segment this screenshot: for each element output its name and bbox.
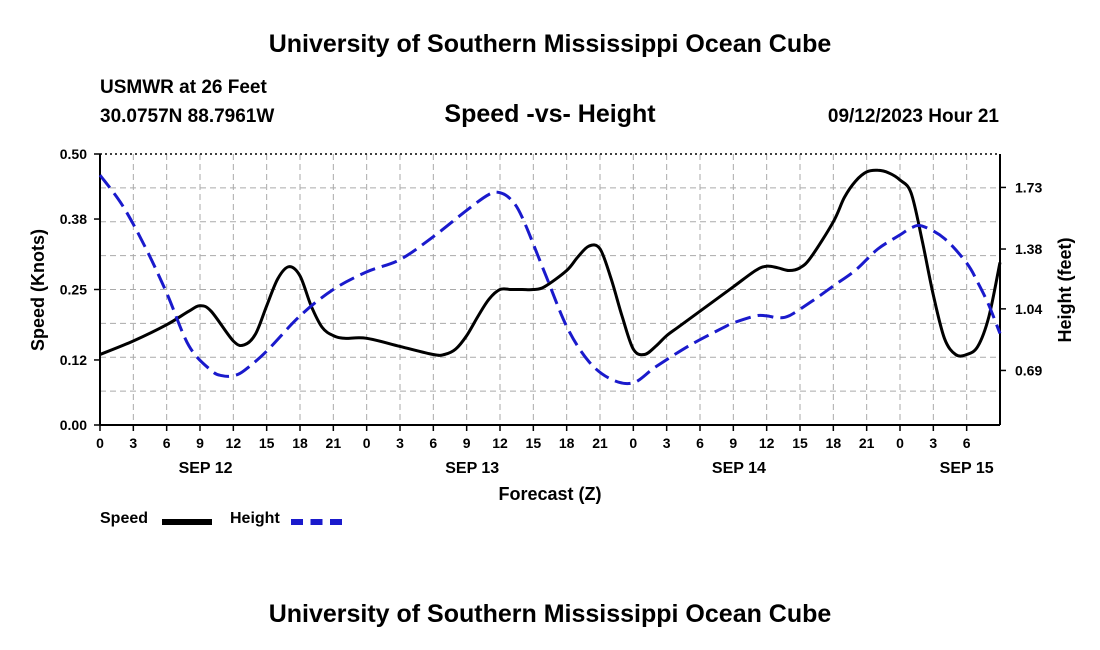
x-tick-label: 15 (259, 435, 275, 451)
speed-series-line (99, 168, 1002, 358)
x-tick-label: 21 (326, 435, 342, 451)
date-label: SEP 13 (445, 460, 499, 477)
legend-height-label: Height (230, 510, 280, 527)
y2-tick-label: 1.04 (1015, 301, 1042, 317)
x-tick-label: 9 (729, 435, 737, 451)
x-tick-label: 15 (526, 435, 542, 451)
x-tick-label: 21 (592, 435, 608, 451)
x-axis-title: Forecast (Z) (498, 484, 601, 504)
chart-subtitle: Speed -vs- Height (444, 100, 656, 128)
legend-height-swatch (291, 519, 342, 525)
x-tick-label: 12 (226, 435, 242, 451)
x-tick-label: 12 (492, 435, 508, 451)
y-tick-label: 0.12 (60, 352, 87, 368)
x-tick-label: 6 (429, 435, 437, 451)
y-tick-label: 0.38 (60, 211, 87, 227)
y2-tick-label: 1.73 (1015, 179, 1042, 195)
x-tick-label: 6 (963, 435, 971, 451)
main-title: University of Southern Mississippi Ocean… (268, 30, 832, 58)
y2-axis-title: Height (feet) (1055, 238, 1075, 343)
x-tick-label: 6 (163, 435, 171, 451)
height-series-line (98, 174, 1002, 386)
x-tick-label: 0 (96, 435, 104, 451)
date-label: SEP 14 (712, 460, 766, 477)
x-tick-label: 0 (896, 435, 904, 451)
x-tick-label: 3 (929, 435, 937, 451)
forecast-date: 09/12/2023 Hour 21 (827, 106, 999, 127)
date-label: SEP 12 (179, 460, 233, 477)
x-tick-label: 18 (292, 435, 308, 451)
x-tick-label: 18 (826, 435, 842, 451)
x-tick-label: 18 (559, 435, 575, 451)
date-label: SEP 15 (940, 460, 994, 477)
x-tick-label: 9 (196, 435, 204, 451)
x-tick-label: 15 (792, 435, 808, 451)
x-tick-label: 3 (396, 435, 404, 451)
station-coordinates: 30.0757N 88.7961W (100, 106, 275, 127)
y-axis-title: Speed (Knots) (28, 229, 48, 351)
x-tick-label: 21 (859, 435, 875, 451)
footer-title: University of Southern Mississippi Ocean… (268, 600, 832, 628)
station-name: USMWR at 26 Feet (100, 77, 267, 98)
y-tick-label: 0.25 (60, 282, 87, 298)
x-tick-label: 9 (463, 435, 471, 451)
y2-tick-label: 1.38 (1015, 241, 1042, 257)
x-tick-label: 3 (129, 435, 137, 451)
legend-speed-label: Speed (100, 510, 149, 527)
y-tick-label: 0.50 (60, 146, 87, 162)
y2-tick-label: 0.69 (1015, 362, 1042, 378)
x-tick-label: 3 (663, 435, 671, 451)
x-tick-label: 0 (629, 435, 637, 451)
y-tick-label: 0.00 (60, 417, 87, 433)
x-tick-label: 0 (363, 435, 371, 451)
x-tick-label: 6 (696, 435, 704, 451)
legend-speed-swatch (162, 519, 212, 525)
x-tick-label: 12 (759, 435, 775, 451)
